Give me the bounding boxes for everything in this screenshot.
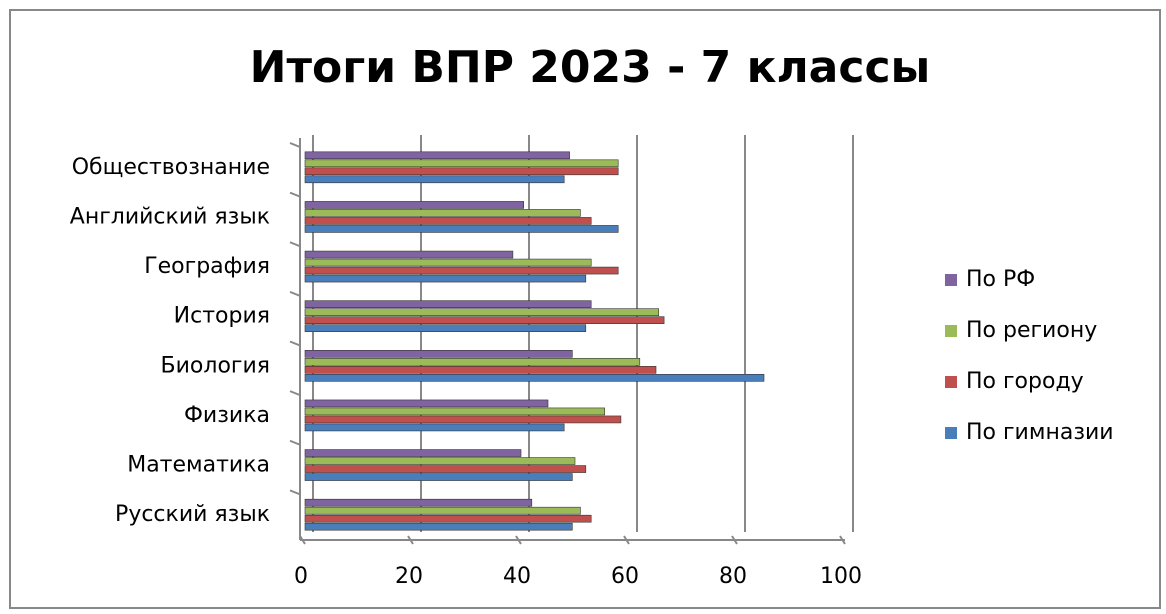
bar xyxy=(304,175,565,184)
bar xyxy=(304,324,587,332)
legend-swatch xyxy=(945,274,957,286)
bar xyxy=(304,300,592,308)
bar xyxy=(304,225,619,233)
bar xyxy=(304,366,657,374)
tick-mark xyxy=(299,535,306,545)
tick-mark xyxy=(515,535,522,545)
bar xyxy=(304,449,522,457)
tick-mark xyxy=(289,489,301,496)
bar xyxy=(304,407,606,416)
legend-swatch xyxy=(945,325,957,337)
tick-mark xyxy=(289,241,301,248)
y-tick-label: Обществознание xyxy=(72,155,270,180)
bar xyxy=(304,423,565,432)
bar xyxy=(304,167,619,176)
bar xyxy=(304,399,549,408)
tick-mark xyxy=(289,340,301,347)
bar xyxy=(304,316,665,324)
bar xyxy=(304,266,619,275)
chart-title: Итоги ВПР 2023 - 7 классы xyxy=(250,42,931,93)
bar xyxy=(304,415,622,424)
tick-mark xyxy=(289,290,301,297)
x-tick-label: 20 xyxy=(395,564,423,589)
bar xyxy=(304,274,587,283)
bar xyxy=(304,473,573,481)
tick-mark xyxy=(289,390,301,397)
bar xyxy=(304,358,641,366)
y-tick-label: Физика xyxy=(184,403,270,428)
x-tick-label: 60 xyxy=(611,564,639,589)
tick-mark xyxy=(839,535,846,545)
legend-label: По региону xyxy=(966,318,1097,343)
bar xyxy=(304,209,581,217)
legend-swatch xyxy=(945,427,957,439)
legend-swatch xyxy=(945,376,957,388)
bar xyxy=(304,522,573,531)
bar xyxy=(304,350,573,358)
y-tick-label: Английский язык xyxy=(70,204,270,229)
legend-label: По РФ xyxy=(966,267,1035,292)
bar xyxy=(304,465,587,473)
x-tick-label: 0 xyxy=(294,564,308,589)
y-tick-label: Русский язык xyxy=(115,502,270,527)
bar xyxy=(304,217,592,225)
x-tick-label: 40 xyxy=(503,564,531,589)
tick-mark xyxy=(289,142,301,148)
bar xyxy=(304,498,533,507)
y-tick-label: География xyxy=(144,254,270,279)
bar xyxy=(304,506,581,515)
tick-mark xyxy=(407,535,414,545)
tick-mark xyxy=(623,535,630,545)
bar xyxy=(304,308,660,316)
legend-label: По городу xyxy=(966,369,1084,394)
tick-mark xyxy=(731,535,738,545)
bar xyxy=(304,457,576,465)
y-tick-label: Математика xyxy=(127,453,270,478)
bar xyxy=(304,250,514,259)
tick-mark xyxy=(289,191,301,198)
legend-label: По гимназии xyxy=(966,420,1114,445)
x-tick-label: 80 xyxy=(719,564,747,589)
bar xyxy=(304,159,619,168)
x-tick-label: 100 xyxy=(820,564,862,589)
y-tick-label: История xyxy=(174,304,270,329)
tick-mark xyxy=(289,439,301,446)
bar xyxy=(304,151,570,160)
bar xyxy=(304,258,592,267)
bar xyxy=(304,201,524,209)
bar xyxy=(304,374,765,382)
bar xyxy=(304,514,592,523)
y-tick-label: Биология xyxy=(161,353,270,378)
